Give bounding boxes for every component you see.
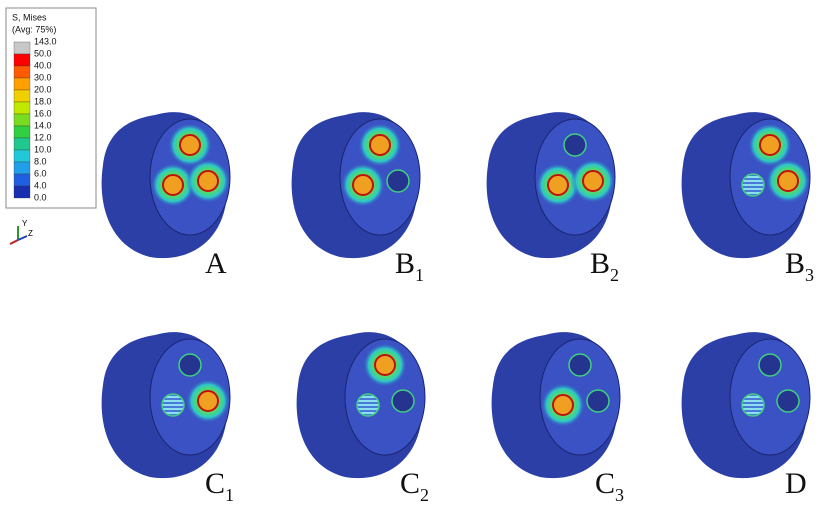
hole-empty (387, 170, 409, 192)
legend-swatch (14, 186, 30, 198)
panel-letter: A (205, 247, 227, 280)
screw (778, 171, 798, 191)
legend-swatch (14, 78, 30, 90)
legend-swatch (14, 42, 30, 54)
panel-label: B2 (590, 247, 619, 285)
legend-label: 4.0 (34, 180, 47, 190)
legend-swatch (14, 138, 30, 150)
legend-label: 10.0 (34, 144, 52, 154)
panel-label: C3 (595, 467, 624, 505)
legend-label: 14.0 (34, 120, 52, 130)
legend-label: 143.0 (34, 36, 57, 46)
panel-letter: C (400, 467, 420, 500)
legend-label: 6.0 (34, 168, 47, 178)
legend-title: S, Mises (12, 12, 47, 22)
panel: D (682, 332, 810, 500)
legend-label: 30.0 (34, 72, 52, 82)
panel-label: B1 (395, 247, 424, 285)
panel-letter: D (785, 467, 807, 500)
legend-label: 18.0 (34, 96, 52, 106)
panel-subscript: 3 (615, 485, 624, 505)
panel-subscript: 2 (420, 485, 429, 505)
hole-empty (392, 390, 414, 412)
triad-z: Z (28, 229, 33, 238)
figure: S, Mises (Avg: 75%) 143.050.040.030.020.… (0, 0, 832, 515)
legend-label: 16.0 (34, 108, 52, 118)
panel: C3 (492, 332, 624, 505)
panel: B3 (682, 112, 814, 285)
axis-x (10, 240, 18, 244)
screw (760, 135, 780, 155)
screw (375, 355, 395, 375)
screw (198, 171, 218, 191)
panel-letter: B (785, 247, 805, 280)
triad-y: Y (22, 219, 28, 228)
legend-swatch (14, 114, 30, 126)
legend: S, Mises (Avg: 75%) 143.0 50.0 40.0 30.0 20.… (6, 8, 96, 208)
legend-swatch (14, 54, 30, 66)
legend-swatch (14, 126, 30, 138)
screw (198, 391, 218, 411)
hole-empty (564, 134, 586, 156)
screw (548, 175, 568, 195)
screw (163, 175, 183, 195)
panel-subscript: 3 (805, 265, 814, 285)
panel: C2 (297, 332, 429, 505)
axis-z (18, 236, 27, 240)
panel: B1 (292, 112, 424, 285)
panel: A (102, 112, 230, 280)
hole-empty (179, 354, 201, 376)
legend-swatch (14, 90, 30, 102)
legend-label: 0.0 (34, 192, 47, 202)
panel-label: D (785, 467, 807, 500)
screw (553, 395, 573, 415)
panel-subscript: 1 (225, 485, 234, 505)
hole-empty (587, 390, 609, 412)
hole-empty (569, 354, 591, 376)
legend-swatch (14, 66, 30, 78)
panel-label: A (205, 247, 227, 280)
panel: B2 (487, 112, 619, 285)
legend-swatch (14, 174, 30, 186)
legend-label: 50.0 (34, 48, 52, 58)
panel-letter: C (205, 467, 225, 500)
panel-subscript: 2 (610, 265, 619, 285)
hole-hatched (742, 174, 764, 196)
screw (370, 135, 390, 155)
screw (353, 175, 373, 195)
hole-empty (777, 390, 799, 412)
panel: C1 (102, 332, 234, 505)
panel-letter: B (395, 247, 415, 280)
panel-label: B3 (785, 247, 814, 285)
hole-hatched (357, 394, 379, 416)
hole-empty (759, 354, 781, 376)
panel-label: C2 (400, 467, 429, 505)
panel-letter: B (590, 247, 610, 280)
legend-label: 12.0 (34, 132, 52, 142)
legend-swatch (14, 102, 30, 114)
legend-swatch (14, 150, 30, 162)
legend-label: 20.0 (34, 84, 52, 94)
screw (583, 171, 603, 191)
hole-hatched (162, 394, 184, 416)
hole-hatched (742, 394, 764, 416)
legend-label: 8.0 (34, 156, 47, 166)
screw (180, 135, 200, 155)
panel-subscript: 1 (415, 265, 424, 285)
legend-subtitle: (Avg: 75%) (12, 24, 56, 34)
triad: Y Z (10, 219, 33, 244)
legend-swatch (14, 162, 30, 174)
legend-label: 40.0 (34, 60, 52, 70)
panel-letter: C (595, 467, 615, 500)
panel-label: C1 (205, 467, 234, 505)
